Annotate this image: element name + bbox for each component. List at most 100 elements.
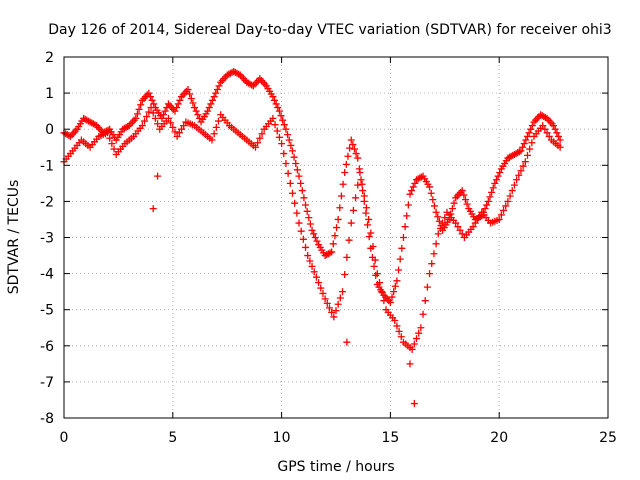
data-point	[456, 226, 464, 234]
data-point	[158, 114, 166, 122]
data-point	[521, 158, 529, 166]
data-point	[358, 180, 366, 188]
data-point	[500, 206, 508, 214]
data-point	[273, 127, 281, 135]
data-point	[137, 101, 145, 109]
x-axis-label: GPS time / hours	[277, 459, 394, 475]
data-point	[489, 184, 497, 192]
data-point	[515, 171, 523, 179]
data-point	[180, 122, 188, 130]
data-point	[135, 105, 143, 113]
data-point	[492, 176, 500, 184]
data-point	[310, 230, 318, 238]
data-point	[160, 111, 168, 119]
data-point	[354, 181, 362, 189]
data-point	[526, 145, 534, 153]
data-point	[506, 192, 514, 200]
data-point	[410, 340, 418, 348]
data-point	[458, 187, 466, 195]
data-point	[275, 107, 283, 115]
data-point	[295, 172, 303, 180]
data-point	[481, 205, 489, 213]
data-point	[212, 123, 220, 131]
data-point	[169, 123, 177, 131]
data-point	[345, 236, 353, 244]
data-point	[496, 169, 504, 177]
y-axis-label: SDTVAR / TECUs	[6, 180, 22, 295]
y-tick-label: 2	[45, 50, 54, 66]
data-point	[187, 95, 195, 103]
y-tick-label: -7	[40, 375, 54, 391]
data-point	[275, 133, 283, 141]
y-tick-label: -8	[40, 411, 54, 427]
data-point	[497, 211, 505, 219]
data-point	[256, 134, 264, 142]
data-point	[132, 114, 140, 122]
plot-frame	[63, 56, 609, 419]
data-point	[388, 293, 396, 301]
data-point	[154, 120, 162, 128]
data-point	[321, 295, 329, 303]
data-point	[510, 181, 518, 189]
data-point	[356, 169, 364, 177]
data-point	[365, 233, 373, 241]
data-point	[367, 229, 375, 237]
data-point	[174, 100, 182, 108]
data-point	[454, 223, 462, 231]
data-point	[151, 114, 159, 122]
data-point	[428, 260, 436, 268]
data-point	[333, 224, 341, 232]
data-point	[461, 196, 469, 204]
data-point	[350, 145, 358, 153]
data-point	[399, 234, 407, 241]
data-point	[360, 192, 368, 200]
data-point	[325, 304, 333, 312]
data-point	[303, 207, 311, 215]
data-point	[357, 176, 365, 184]
data-point	[208, 136, 216, 144]
data-point	[471, 219, 479, 227]
data-point	[194, 111, 202, 119]
data-point	[278, 140, 286, 148]
data-point	[439, 219, 447, 227]
data-point	[347, 136, 355, 144]
data-point	[269, 93, 277, 101]
data-point	[545, 132, 553, 140]
data-point	[520, 140, 528, 148]
data-point	[370, 262, 378, 270]
data-point	[290, 153, 298, 161]
data-point	[354, 154, 362, 162]
data-point	[205, 104, 213, 112]
outlier-point	[149, 205, 157, 213]
data-point	[419, 310, 427, 318]
data-point	[145, 89, 153, 97]
data-point	[108, 140, 116, 148]
data-point	[306, 257, 314, 265]
data-point	[175, 129, 183, 137]
data-point	[209, 96, 217, 104]
data-point	[517, 167, 525, 175]
data-point	[527, 125, 535, 133]
data-point	[141, 117, 149, 125]
outlier-point	[406, 360, 414, 368]
data-point	[299, 235, 307, 243]
data-point	[469, 223, 477, 231]
x-tick-label: 5	[168, 430, 177, 446]
axis-ticks: 210-1-2-3-4-5-6-7-80 5 10 15 20 25	[40, 50, 617, 446]
data-point	[352, 150, 360, 158]
data-point	[393, 322, 401, 330]
y-tick-label: -1	[40, 158, 54, 174]
data-point	[429, 196, 437, 204]
data-point	[525, 129, 533, 137]
data-point	[553, 129, 561, 137]
y-tick-label: 1	[45, 86, 54, 102]
data-point	[349, 141, 357, 149]
data-point	[271, 121, 279, 129]
data-point	[334, 215, 342, 223]
data-point	[396, 255, 404, 263]
data-point	[491, 179, 499, 187]
data-point	[413, 335, 421, 343]
data-point	[337, 192, 345, 200]
data-point	[312, 273, 320, 281]
data-point	[167, 119, 175, 127]
